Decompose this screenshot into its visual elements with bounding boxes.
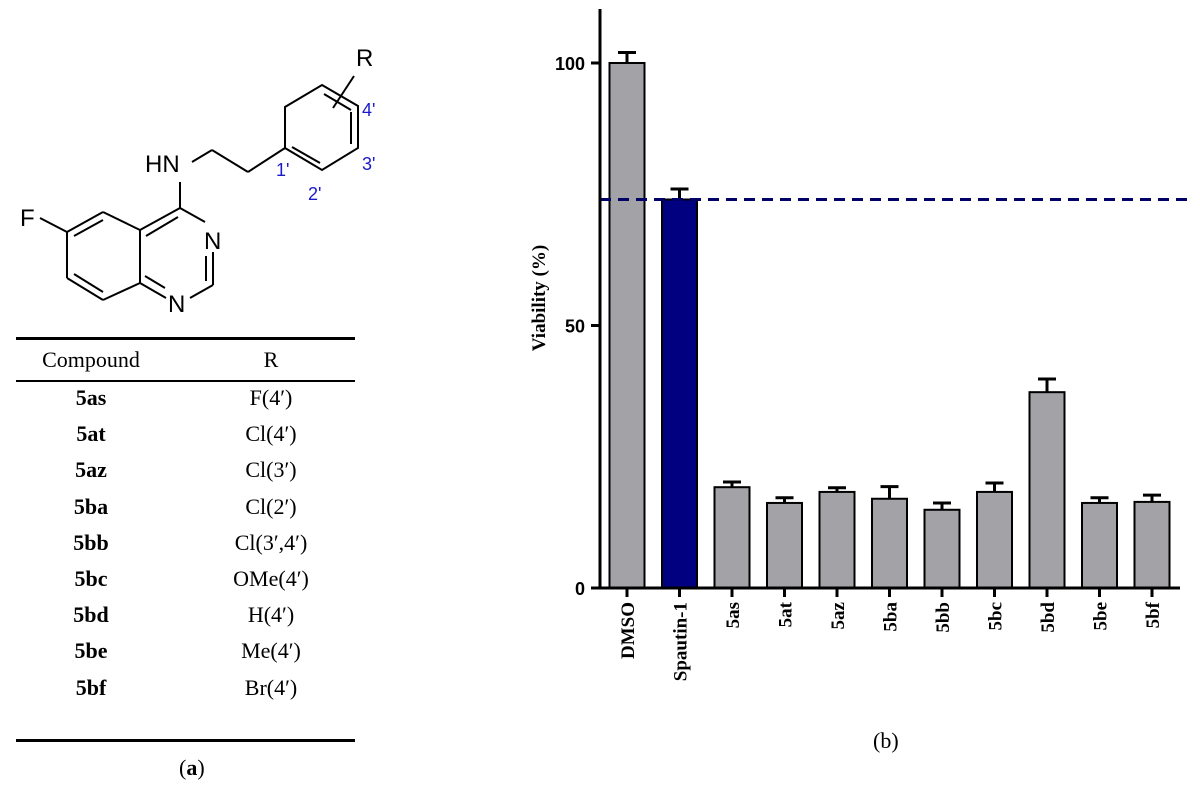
- y-tick-label: 0: [575, 579, 585, 599]
- caption-letter: a: [186, 755, 198, 780]
- atom-hn: HN: [145, 151, 180, 178]
- table-row: 5bb Cl(3′,4′): [16, 528, 355, 558]
- header-r: R: [263, 347, 279, 372]
- position-3: 3': [362, 154, 375, 174]
- x-tick-label: 5ba: [881, 602, 902, 632]
- r-group: Cl(2′): [245, 493, 297, 519]
- x-tick-label: 5bb: [933, 602, 954, 633]
- bar-5as: [713, 486, 751, 590]
- table-top-rule: [16, 337, 355, 340]
- y-tick-label: 50: [565, 317, 585, 337]
- compound-id: 5bb: [73, 529, 109, 555]
- bar-5at: [766, 501, 803, 590]
- compound-id: 5at: [76, 421, 106, 447]
- y-axis-label: Viability (%): [529, 245, 550, 351]
- compound-id: 5ba: [73, 493, 109, 519]
- atom-f: F: [20, 205, 35, 232]
- r-group: H(4′): [247, 602, 295, 628]
- r-group: Cl(3′,4′): [234, 529, 308, 555]
- bar-5bb: [923, 508, 961, 589]
- chemical-structure: R HN F N N 1' 2' 3' 4': [20, 45, 375, 318]
- substituent-r: R: [356, 45, 373, 72]
- compound-id: 5as: [75, 385, 107, 410]
- x-tick-label: 5bd: [1038, 602, 1059, 633]
- position-4: 4': [362, 100, 375, 120]
- x-tick-label: 5bc: [986, 602, 1007, 631]
- bar-5bd: [1028, 391, 1066, 589]
- r-group: Me(4′): [241, 638, 301, 664]
- atom-n1: N: [168, 291, 185, 318]
- x-tick-label: 5be: [1091, 602, 1112, 631]
- atom-n3: N: [204, 228, 221, 255]
- caption-a: (a): [179, 755, 205, 781]
- header-compound: Compound: [42, 347, 140, 372]
- table-bottom-rule: [16, 739, 355, 742]
- table-row: 5ba Cl(2′): [16, 492, 355, 522]
- r-group: OMe(4′): [233, 566, 309, 591]
- compound-id: 5bf: [75, 674, 107, 700]
- compound-id: 5az: [75, 457, 107, 483]
- bar-5ba: [871, 497, 908, 589]
- table-row: 5bf Br(4′): [16, 673, 355, 703]
- table-row: 5bd H(4′): [16, 600, 355, 630]
- table-header: Compound R: [16, 345, 355, 375]
- bar-dmso: [608, 62, 646, 589]
- r-group: F(4′): [249, 385, 293, 410]
- bar-5az: [818, 490, 856, 589]
- r-group: Cl(4′): [245, 421, 297, 447]
- position-1: 1': [276, 160, 289, 180]
- x-tick-label: Spautin-1: [671, 602, 692, 681]
- caption-b: (b): [873, 728, 899, 753]
- compound-id: 5bc: [74, 566, 108, 591]
- caption-paren: (: [179, 755, 187, 780]
- y-tick-label: 100: [555, 54, 585, 74]
- table-row: 5at Cl(4′): [16, 419, 355, 449]
- r-group: Cl(3′): [245, 457, 297, 483]
- r-group: Br(4′): [244, 674, 298, 700]
- table-row: 5as F(4′): [16, 383, 355, 413]
- table-row: 5az Cl(3′): [16, 455, 355, 485]
- x-tick-label: 5bf: [1143, 601, 1164, 628]
- table-header-rule: [16, 380, 355, 382]
- bar-5bc: [976, 490, 1013, 589]
- bar-spautin-1: [661, 198, 698, 589]
- position-2: 2': [308, 184, 321, 204]
- compound-id: 5bd: [73, 602, 109, 628]
- x-tick-label: 5as: [723, 602, 744, 628]
- x-tick-label: 5at: [776, 601, 797, 627]
- caption-paren: ): [197, 755, 205, 780]
- x-tick-label: 5az: [828, 601, 849, 629]
- x-tick-label: DMSO: [618, 602, 639, 659]
- bar-5be: [1081, 501, 1118, 590]
- bar-5bf: [1133, 500, 1171, 589]
- table-row: 5bc OMe(4′): [16, 564, 355, 594]
- compound-id: 5be: [74, 638, 108, 664]
- table-row: 5be Me(4′): [16, 636, 355, 666]
